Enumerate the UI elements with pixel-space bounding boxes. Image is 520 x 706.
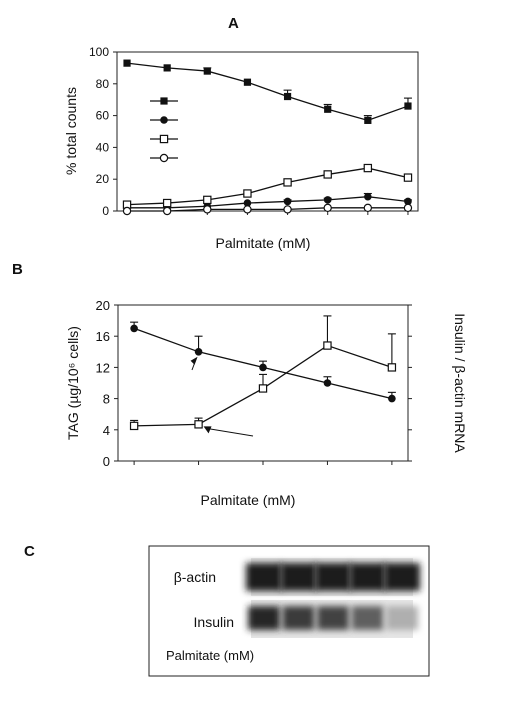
chart-b-point-0 (130, 324, 138, 333)
chart-a-point-pl (364, 116, 372, 124)
blot-band-insulin (282, 606, 315, 630)
chart-a-legend-marker (159, 134, 169, 144)
chart-a-point-tag (363, 163, 373, 173)
chart-a-series-line-tag (127, 167, 409, 206)
chart-b-y-left-tick-label: 16 (96, 329, 110, 344)
chart-a-point-tag (323, 170, 332, 179)
chart-a-y-tick-label: 40 (96, 140, 110, 154)
panel-c-label: C (24, 543, 35, 560)
chart-a-legend-marker (160, 116, 168, 124)
blot-band-actin (315, 563, 351, 591)
chart-b-point-0 (259, 363, 267, 372)
blot-band-actin (246, 563, 282, 591)
chart-b-arrowhead-insulin (190, 356, 198, 365)
chart-a-series-line-pl (126, 62, 409, 122)
chart-b-y-left-label: TAG (µg/10⁶ cells) (65, 326, 81, 440)
chart-a-point-ce (122, 206, 132, 216)
chart-b-point-1 (387, 363, 397, 372)
chart-a-point-ce (283, 205, 292, 214)
chart-a-point-tag (203, 195, 212, 205)
chart-b-arrow-tag (206, 427, 254, 437)
chart-a-point-tag (403, 173, 413, 182)
chart-a-y-tick-label: 0 (102, 204, 109, 218)
chart-b-point-1 (194, 420, 203, 429)
chart-a-point-tag (162, 198, 172, 208)
chart-b-y-left-tick-label: 4 (103, 423, 110, 438)
chart-b-x-label: Palmitate (mM) (201, 492, 296, 508)
chart-b-y-left-tick-label: 0 (103, 454, 110, 469)
chart-a-point-pl (163, 64, 171, 72)
chart-a-point-dag (364, 192, 372, 201)
chart-b-y-left-tick-label: 20 (96, 298, 110, 313)
chart-b-point-0 (194, 348, 203, 356)
blot-band-insulin (386, 606, 418, 630)
chart-a-point-ce (243, 205, 252, 214)
chart-b-point-1 (323, 341, 332, 350)
chart-a-point-dag (323, 196, 332, 204)
chart-b-y-left-tick-label: 8 (103, 392, 110, 407)
chart-a-point-tag (243, 189, 252, 198)
chart-a-point-ce (323, 203, 332, 213)
chart-a-point-dag (283, 197, 292, 206)
chart-a-point-pl (324, 105, 332, 113)
blot-panel: β-actin Insulin Palmitate (mM) (148, 545, 430, 677)
chart-b-arrowhead-tag (203, 426, 212, 434)
chart-a-point-pl (283, 92, 292, 101)
chart-a-x-label: Palmitate (mM) (216, 235, 311, 251)
blot-band-actin (384, 563, 420, 591)
blot-row-label-insulin: Insulin (194, 614, 234, 630)
chart-a-legend-marker (160, 97, 168, 105)
chart-a-point-ce (363, 203, 373, 213)
chart-a-y-tick-label: 100 (89, 45, 109, 59)
blot-row-label-actin: β-actin (174, 569, 216, 585)
blot-band-actin (349, 563, 386, 591)
chart-a-point-pl (203, 67, 211, 75)
blot-band-insulin (317, 606, 349, 630)
chart-a-point-pl (123, 59, 131, 67)
chart-a-point-ce (403, 203, 413, 213)
chart-a-point-tag (283, 178, 292, 187)
chart-a-point-ce (162, 206, 172, 216)
chart-b-y-right-label: Insulin / β-actin mRNA (452, 313, 468, 453)
chart-a-legend-marker (159, 153, 169, 163)
chart-a-y-label: % total counts (63, 87, 79, 175)
chart-b-point-0 (323, 379, 332, 387)
chart-a-series-line-dag (127, 196, 409, 209)
chart-a-series-line-ce (127, 207, 408, 212)
chart-a-point-ce (203, 205, 212, 214)
chart-b: Palmitate (mM) TAG (µg/10⁶ cells) Insuli… (65, 298, 468, 508)
chart-b-point-0 (388, 394, 396, 403)
chart-a-point-pl (243, 78, 252, 86)
chart-a-plot-frame (116, 51, 419, 212)
panel-a-label: A (228, 15, 239, 32)
blot-x-title: Palmitate (mM) (166, 648, 254, 663)
blot-band-insulin (248, 606, 280, 630)
chart-b-point-1 (129, 421, 139, 431)
chart-a-point-dag (243, 199, 252, 207)
chart-b-y-left-tick-label: 12 (96, 360, 110, 375)
chart-a: Palmitate (mM) % total counts 0 20 40 60 80 1… (63, 45, 419, 251)
chart-a-point-pl (404, 102, 412, 110)
chart-a-y-tick-label: 80 (96, 77, 110, 91)
chart-b-point-1 (258, 384, 268, 393)
blot-band-insulin (351, 606, 384, 630)
blot-band-actin (280, 563, 317, 591)
chart-a-point-dag (404, 197, 412, 206)
panel-b-label: B (12, 261, 23, 278)
chart-a-y-tick-label: 20 (96, 172, 110, 186)
chart-a-y-tick-label: 60 (96, 109, 110, 123)
